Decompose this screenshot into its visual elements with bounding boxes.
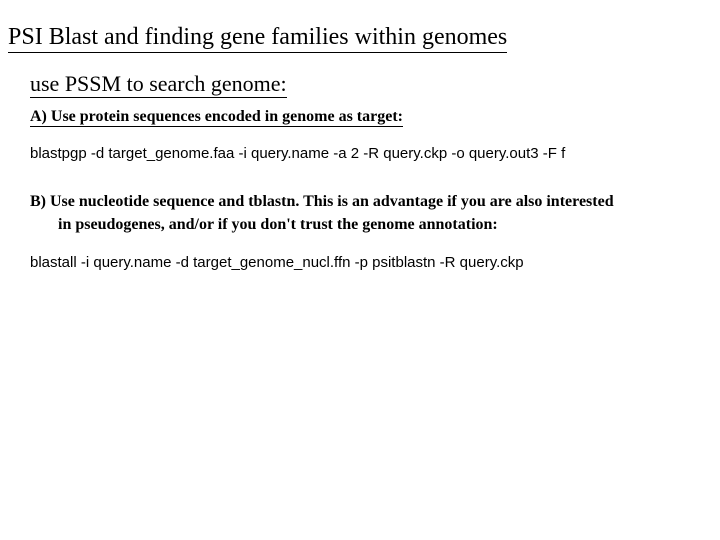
slide-subtitle: use PSSM to search genome: [30, 71, 287, 98]
section-b-heading-line1: B) Use nucleotide sequence and tblastn. … [30, 193, 614, 210]
section-b-heading: B) Use nucleotide sequence and tblastn. … [30, 190, 712, 236]
section-b-heading-line2: in pseudogenes, and/or if you don't trus… [58, 213, 712, 236]
section-b-command: blastall -i query.name -d target_genome_… [30, 254, 712, 271]
section-a-command: blastpgp -d target_genome.faa -i query.n… [30, 145, 712, 162]
section-a-heading: A) Use protein sequences encoded in geno… [30, 108, 403, 127]
slide-title: PSI Blast and finding gene families with… [8, 24, 507, 53]
